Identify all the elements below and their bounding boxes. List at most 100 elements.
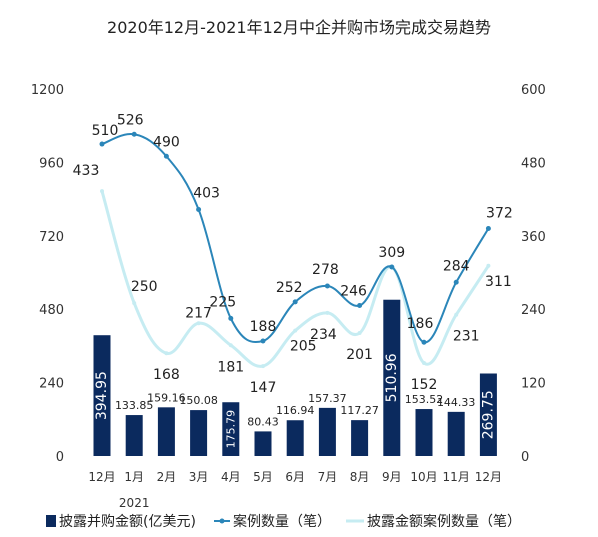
bar-value-label: 116.94 xyxy=(276,404,315,417)
bar xyxy=(479,373,497,456)
y-right-tick-label: 480 xyxy=(521,156,546,171)
data-label: 309 xyxy=(378,245,405,261)
bar xyxy=(383,299,401,456)
data-label: 526 xyxy=(117,112,144,128)
data-label: 284 xyxy=(443,258,470,274)
y-right-tick-label: 120 xyxy=(521,377,546,392)
data-label: 372 xyxy=(486,205,513,221)
data-label: 152 xyxy=(411,377,438,393)
data-label: 234 xyxy=(310,327,337,343)
bar-value-label: 150.08 xyxy=(179,394,218,407)
bar-value-label: 510.96 xyxy=(384,353,400,402)
bar-value-label: 269.75 xyxy=(480,390,496,439)
x-tick-label: 8月 xyxy=(350,470,370,484)
lines-layer xyxy=(99,131,491,369)
y-left-tick-label: 0 xyxy=(56,450,64,465)
data-label: 403 xyxy=(193,185,220,201)
bar-value-label: 144.33 xyxy=(437,396,476,409)
point xyxy=(453,279,459,285)
data-label: 186 xyxy=(407,316,434,332)
point xyxy=(357,331,362,336)
legend-swatch-bars xyxy=(46,515,56,527)
x-tick-label: 12月 xyxy=(475,470,502,484)
point xyxy=(325,310,330,315)
bar-value-label: 394.95 xyxy=(94,371,110,420)
data-label: 225 xyxy=(209,294,236,310)
data-label: 433 xyxy=(73,163,100,179)
bar xyxy=(351,420,369,456)
x-tick-label: 3月 xyxy=(189,470,209,484)
bar xyxy=(318,407,336,456)
point xyxy=(485,225,491,231)
point xyxy=(389,264,395,270)
point xyxy=(164,351,169,356)
data-label: 181 xyxy=(217,359,244,375)
point xyxy=(422,361,426,366)
data-label: 246 xyxy=(340,284,367,300)
point xyxy=(99,141,105,147)
bar-value-label: 80.43 xyxy=(247,415,279,428)
legend: 披露并购金额(亿美元) 案例数量（笔） 披露金额案例数量（笔） xyxy=(46,513,521,530)
data-label: 201 xyxy=(346,347,373,363)
point xyxy=(100,189,104,194)
y-left-tick-label: 1200 xyxy=(31,83,64,98)
bars-layer xyxy=(93,299,497,456)
point xyxy=(196,206,202,212)
x-tick-label: 7月 xyxy=(318,470,338,484)
point xyxy=(292,299,298,305)
point xyxy=(228,343,233,348)
x-tick-label: 12月 xyxy=(88,470,115,484)
bar-value-label: 175.79 xyxy=(224,410,237,449)
y-left-tick-label: 240 xyxy=(39,377,64,392)
x-tick-label: 4月 xyxy=(221,470,241,484)
bar-value-label: 153.52 xyxy=(405,393,444,406)
data-label: 250 xyxy=(131,279,158,295)
data-label: 217 xyxy=(185,305,212,321)
data-label: 278 xyxy=(312,262,339,278)
data-label: 231 xyxy=(453,329,480,345)
bar xyxy=(125,415,143,456)
x-tick-label: 5月 xyxy=(253,470,273,484)
x-year-label: 2021 xyxy=(119,496,150,510)
point xyxy=(324,283,330,289)
point xyxy=(357,303,363,309)
x-tick-label: 11月 xyxy=(443,470,470,484)
point xyxy=(131,131,137,137)
bar xyxy=(190,410,208,456)
data-label: 205 xyxy=(290,339,317,355)
point xyxy=(132,301,137,306)
point xyxy=(421,339,427,345)
point xyxy=(196,321,201,326)
y-left-tick-label: 960 xyxy=(39,156,64,171)
point xyxy=(454,312,459,317)
series-line-cases xyxy=(101,132,490,344)
bar xyxy=(222,402,240,456)
point xyxy=(228,315,234,321)
data-label: 510 xyxy=(92,123,119,139)
y-left-tick-label: 480 xyxy=(39,303,64,318)
legend-marker-cases xyxy=(219,518,225,524)
data-label: 311 xyxy=(485,274,512,290)
x-tick-label: 9月 xyxy=(382,470,402,484)
bar-value-label: 157.37 xyxy=(308,392,347,405)
bar xyxy=(93,335,111,456)
y-right-tick-label: 360 xyxy=(521,230,546,245)
bar-value-label: 159.16 xyxy=(147,391,186,404)
bar-value-label: 117.27 xyxy=(340,404,379,417)
y-left-tick-label: 720 xyxy=(39,230,64,245)
bar-value-label: 133.85 xyxy=(115,399,154,412)
y-right-tick-label: 240 xyxy=(521,303,546,318)
chart-title: 2020年12月-2021年12月中企并购市场完成交易趋势 xyxy=(107,18,491,37)
x-tick-label: 1月 xyxy=(124,470,144,484)
point xyxy=(260,338,266,344)
legend-label-cases: 案例数量（笔） xyxy=(233,513,331,530)
data-label: 147 xyxy=(250,380,277,396)
x-tick-label: 10月 xyxy=(410,470,437,484)
data-label: 188 xyxy=(250,319,277,335)
y-right-tick-label: 600 xyxy=(521,83,546,98)
point xyxy=(293,328,298,333)
bar xyxy=(286,420,304,456)
data-label: 490 xyxy=(153,134,180,150)
